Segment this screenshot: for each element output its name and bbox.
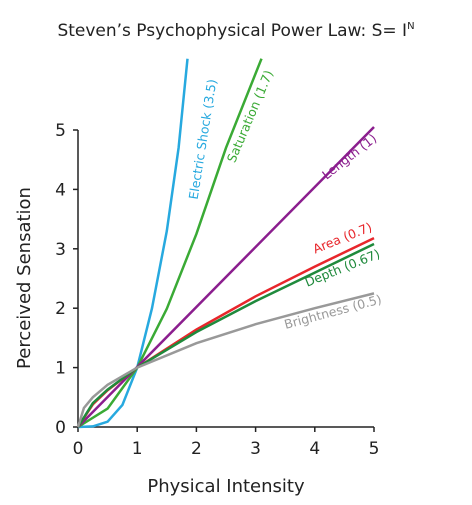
x-tick-label: 1 xyxy=(132,439,143,459)
y-tick-label: 3 xyxy=(55,240,66,260)
x-axis-label: Physical Intensity xyxy=(147,476,305,497)
series-line xyxy=(77,58,263,429)
x-tick-label: 4 xyxy=(309,439,320,459)
x-tick-label: 5 xyxy=(369,439,380,459)
title-superscript: N xyxy=(407,21,414,32)
x-tick-label: 3 xyxy=(250,439,261,459)
y-tick-label: 4 xyxy=(55,180,66,200)
y-tick-label: 1 xyxy=(55,359,66,379)
series-label: Saturation (1.7) xyxy=(224,68,276,165)
y-axis-label: Perceived Sensation xyxy=(14,187,35,369)
y-tick-label: 0 xyxy=(55,418,66,438)
x-tick-label: 2 xyxy=(191,439,202,459)
series-label: Length (1) xyxy=(319,131,379,183)
series-line xyxy=(77,126,375,428)
y-tick-label: 2 xyxy=(55,299,66,319)
x-tick-label: 0 xyxy=(73,439,84,459)
series-line xyxy=(76,242,375,428)
chart-title: Steven’s Psychophysical Power Law: S= IN xyxy=(57,21,414,41)
series-line xyxy=(76,292,375,428)
y-tick-label: 5 xyxy=(55,121,66,141)
title-text: Steven’s Psychophysical Power Law: S= I xyxy=(57,21,407,41)
